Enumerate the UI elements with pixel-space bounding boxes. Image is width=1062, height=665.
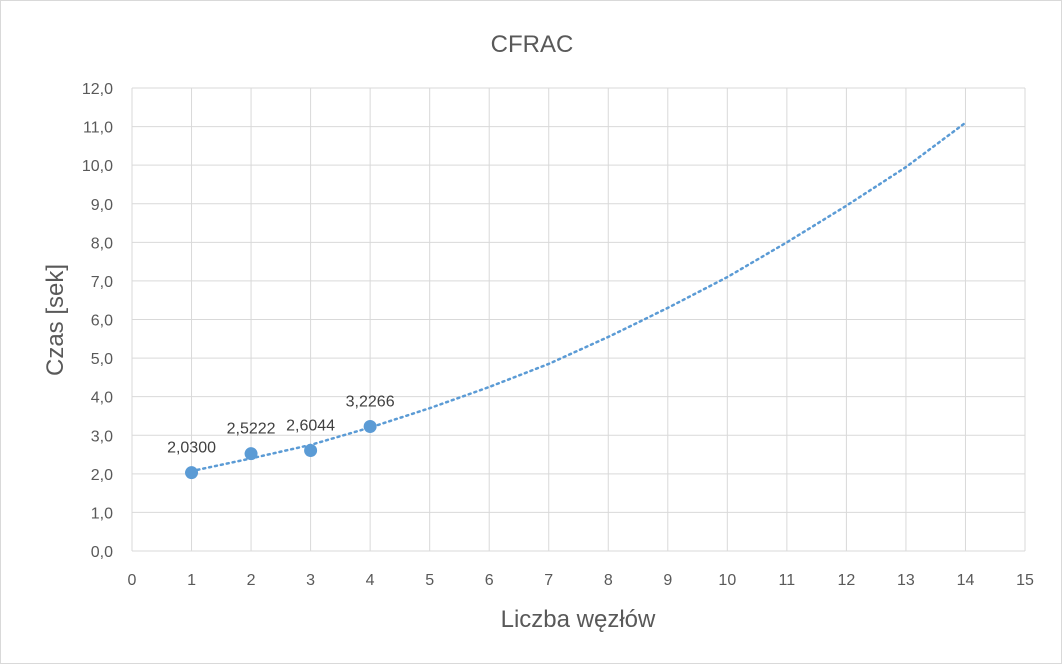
x-axis-title: Liczba węzłów <box>501 606 656 633</box>
y-tick-label: 2,0 <box>91 467 113 484</box>
x-tick-label: 15 <box>1016 572 1034 589</box>
x-tick-label: 4 <box>366 572 375 589</box>
data-label: 2,6044 <box>286 418 335 435</box>
x-tick-label: 1 <box>187 572 196 589</box>
point-layer: 2,0300 2,5222 2,6044 3,2266 <box>167 394 395 480</box>
data-label: 2,0300 <box>167 440 216 457</box>
trendline <box>190 121 967 473</box>
x-tick-label: 3 <box>306 572 315 589</box>
y-tick-label: 12,0 <box>82 81 113 98</box>
y-tick-label: 8,0 <box>91 235 113 252</box>
x-tick-label: 11 <box>779 572 796 589</box>
data-point <box>363 420 377 434</box>
x-tick-label: 2 <box>247 572 256 589</box>
x-tick-label: 0 <box>128 572 137 589</box>
data-label: 3,2266 <box>346 394 395 411</box>
grid-layer <box>131 87 1026 552</box>
x-tick-label: 8 <box>604 572 613 589</box>
y-tick-label: 11,0 <box>83 120 113 137</box>
y-tick-label: 6,0 <box>91 313 113 330</box>
x-tick-label: 5 <box>425 572 434 589</box>
x-tick-label: 10 <box>718 572 736 589</box>
chart-title: CFRAC <box>491 31 574 58</box>
y-axis-title: Czas [sek] <box>42 264 69 376</box>
x-tick-label: 6 <box>485 572 494 589</box>
x-tick-label: 9 <box>663 572 672 589</box>
x-tick-label: 13 <box>897 572 915 589</box>
tick-layer: 0,01,02,03,04,05,06,07,08,09,010,011,012… <box>82 81 1034 589</box>
x-tick-label: 7 <box>544 572 553 589</box>
y-tick-label: 5,0 <box>91 351 113 368</box>
data-point <box>185 466 199 480</box>
y-tick-label: 3,0 <box>91 428 113 445</box>
data-point <box>244 447 258 461</box>
y-tick-label: 0,0 <box>91 544 113 561</box>
y-tick-label: 10,0 <box>82 158 113 175</box>
x-tick-label: 14 <box>957 572 975 589</box>
y-tick-label: 4,0 <box>91 390 113 407</box>
x-tick-label: 12 <box>838 572 856 589</box>
data-label: 2,5222 <box>227 421 276 438</box>
data-point <box>304 444 318 458</box>
y-tick-label: 9,0 <box>91 197 113 214</box>
y-tick-label: 1,0 <box>91 505 113 522</box>
trendline-layer <box>190 121 967 473</box>
y-tick-label: 7,0 <box>91 274 113 291</box>
